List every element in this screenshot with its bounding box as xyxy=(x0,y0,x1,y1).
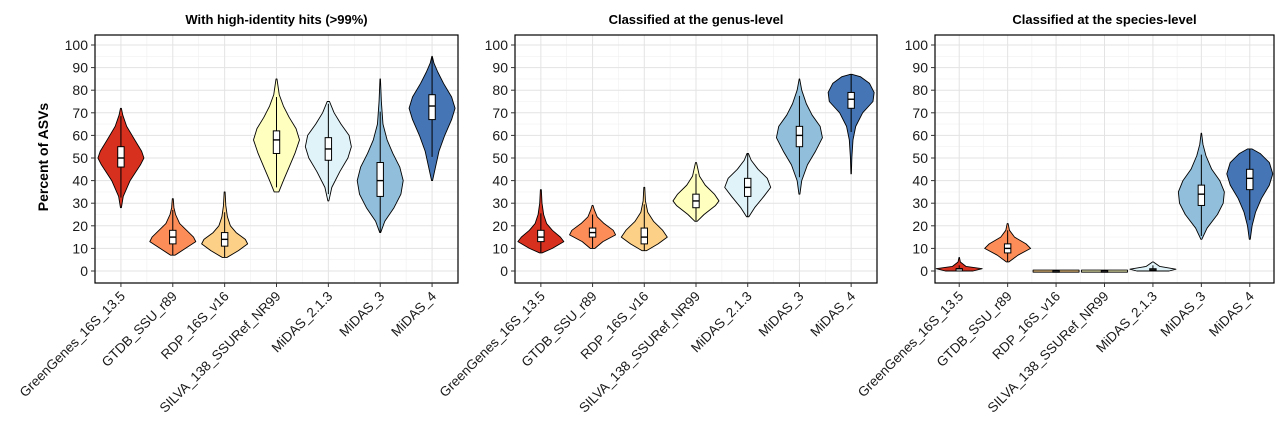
y-tick-label: 0 xyxy=(80,263,88,279)
panel-1: With high-identity hits (>99%) 0 10 20 30 40 5… xyxy=(17,12,459,416)
box-iqr xyxy=(1246,168,1254,191)
panel-title: With high-identity hits (>99%) xyxy=(185,12,367,27)
y-tick-label: 90 xyxy=(912,60,928,76)
y-tick-label: 20 xyxy=(492,218,508,234)
y-tick-label: 10 xyxy=(72,240,88,256)
y-tick-label: 0 xyxy=(500,263,508,279)
y-tick-label: 100 xyxy=(485,37,509,53)
y-tick-label: 70 xyxy=(492,105,508,121)
box-iqr xyxy=(537,229,545,243)
x-tick-label: MiDAS_4 xyxy=(388,288,439,339)
y-tick-label: 10 xyxy=(492,240,508,256)
y-tick-label: 30 xyxy=(72,195,88,211)
y-tick-label: 0 xyxy=(920,263,928,279)
y-tick-label: 40 xyxy=(492,173,508,189)
y-tick-label: 80 xyxy=(492,82,508,98)
x-tick-label: MiDAS_3 xyxy=(756,289,807,340)
box-iqr xyxy=(847,91,855,109)
box-iqr xyxy=(1197,184,1206,206)
x-tick-label: GreenGenes_16S_13.5 xyxy=(437,289,548,400)
panel-3: Classified at the species-level 0 10 20 30 40… xyxy=(855,12,1275,416)
y-tick-label: 40 xyxy=(912,173,928,189)
y-tick-label: 50 xyxy=(492,150,508,166)
y-tick-label: 30 xyxy=(912,195,928,211)
y-tick-label: 60 xyxy=(912,127,928,143)
panel-title: Classified at the genus-level xyxy=(609,12,784,27)
y-tick-label: 100 xyxy=(905,37,929,53)
violin-GreenGenes_16S_13.5 xyxy=(935,256,983,272)
y-tick-label: 50 xyxy=(72,150,88,166)
y-tick-label: 40 xyxy=(72,173,88,189)
x-tick-label: MiDAS_3 xyxy=(336,289,387,340)
panel-2: Classified at the genus-level 0 10 20 30 40 50… xyxy=(437,12,878,416)
y-tick-label: 10 xyxy=(912,240,928,256)
y-tick-label: 90 xyxy=(72,60,88,76)
box-iqr xyxy=(376,162,384,197)
box-iqr xyxy=(272,130,281,154)
panel-title: Classified at the species-level xyxy=(1012,12,1196,27)
x-tick-label: MiDAS_3 xyxy=(1158,289,1209,340)
box-iqr xyxy=(640,227,648,245)
y-tick-label: 30 xyxy=(492,195,508,211)
box-iqr xyxy=(795,125,804,148)
y-tick-label: 80 xyxy=(912,82,928,98)
y-tick-label: 20 xyxy=(72,218,88,234)
y-tick-label: 90 xyxy=(492,60,508,76)
y-tick-label: 70 xyxy=(912,105,928,121)
y-tick-label: 80 xyxy=(72,82,88,98)
box-iqr xyxy=(428,94,436,121)
y-tick-label: 20 xyxy=(912,218,928,234)
x-tick-label: MiDAS_4 xyxy=(807,288,858,339)
x-tick-label: GreenGenes_16S_13.5 xyxy=(17,289,128,400)
y-tick-label: 60 xyxy=(492,127,508,143)
y-axis-label: Percent of ASVs xyxy=(35,103,51,212)
y-tick-label: 50 xyxy=(912,150,928,166)
y-tick-label: 60 xyxy=(72,127,88,143)
y-tick-label: 70 xyxy=(72,105,88,121)
box-iqr xyxy=(117,146,125,168)
y-tick-label: 100 xyxy=(65,37,89,53)
x-tick-label: MiDAS_4 xyxy=(1206,288,1257,339)
